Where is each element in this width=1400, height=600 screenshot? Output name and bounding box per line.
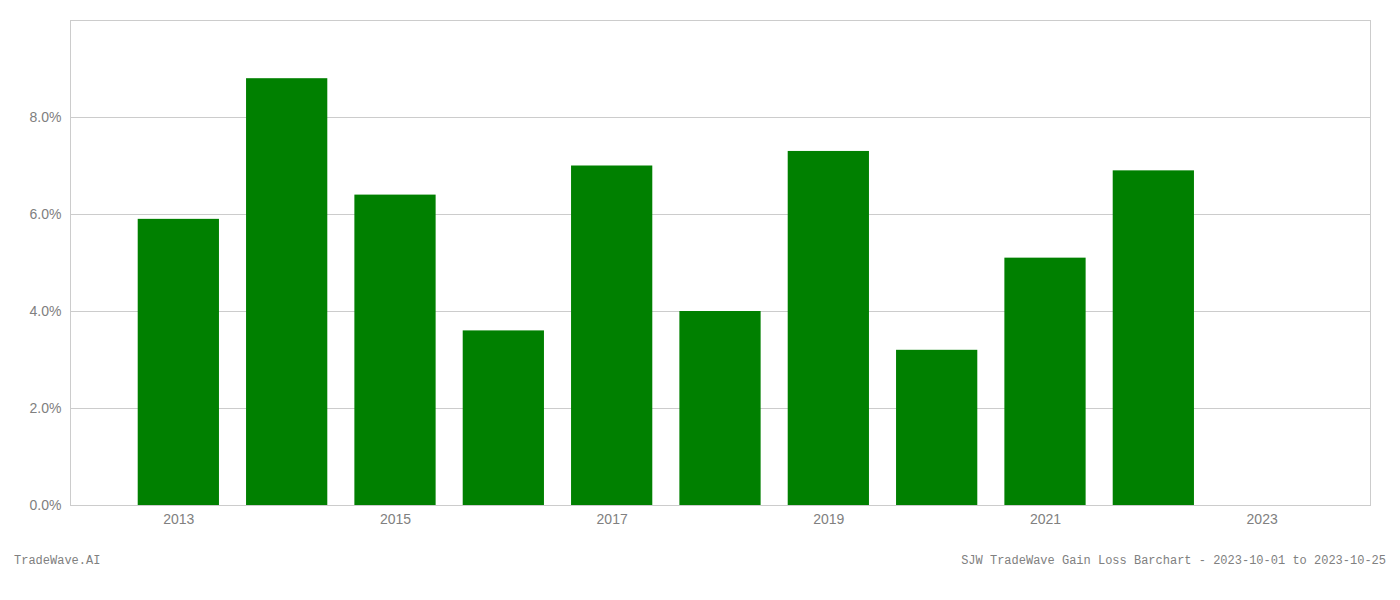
html-text:SJW TradeWave Gain Loss Barcha: SJW TradeWave Gain Loss Barchart - 2023-… [961,554,1386,568]
svg-text:4.0%: 4.0% [30,303,62,319]
svg-text:2021: 2021 [1030,511,1061,527]
svg-text:2017: 2017 [597,511,628,527]
svg-text:2015: 2015 [380,511,411,527]
svg-text:0.0%: 0.0% [30,497,62,513]
svg-text:2.0%: 2.0% [30,400,62,416]
svg-text:2019: 2019 [813,511,844,527]
html-text:TradeWave.AI: TradeWave.AI [14,554,101,568]
svg-text:8.0%: 8.0% [30,109,62,125]
svg-text:2023: 2023 [1247,511,1278,527]
svg-text:2013: 2013 [163,511,194,527]
svg-text:6.0%: 6.0% [30,206,62,222]
